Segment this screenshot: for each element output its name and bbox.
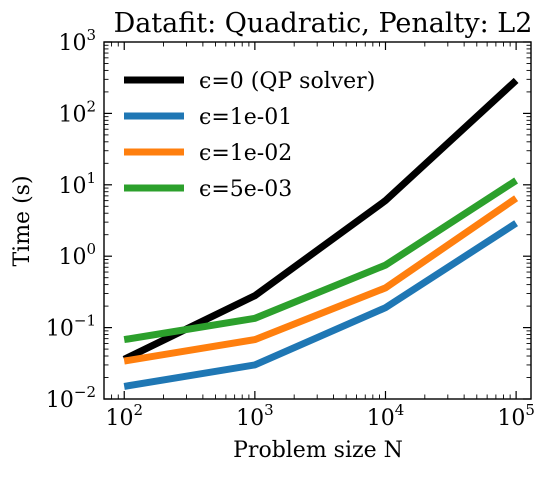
- chart-title: Datafit: Quadratic, Penalty: L2: [114, 8, 533, 39]
- y-tick-labels: 10−2 10−1 100 101 102 103: [46, 26, 96, 413]
- y-tick-label: 100: [58, 240, 96, 270]
- legend: ϵ=0 (QP solver) ϵ=1e-01 ϵ=1e-02 ϵ=5e-03: [124, 69, 375, 202]
- x-tick-label: 104: [367, 401, 405, 431]
- x-tick-label: 105: [497, 401, 535, 431]
- y-tick-label: 102: [58, 97, 96, 127]
- x-tick-labels: 102 103 104 105: [105, 401, 534, 431]
- y-tick-label: 10−2: [46, 383, 96, 413]
- legend-label-4: ϵ=5e-03: [199, 177, 292, 202]
- legend-label-3: ϵ=1e-02: [199, 141, 292, 166]
- series-line-4: [123, 177, 519, 344]
- plot-area-frame: [103, 41, 532, 400]
- series-line-2: [123, 220, 519, 390]
- y-tick-label: 10−1: [46, 312, 96, 342]
- y-tick-label: 103: [58, 26, 96, 56]
- y-tick-label: 101: [58, 169, 96, 199]
- y-axis-label: Time (s): [10, 175, 35, 266]
- legend-label-2: ϵ=1e-01: [199, 105, 292, 130]
- major-ticks: [104, 41, 531, 400]
- series-layer: [122, 77, 519, 390]
- minor-ticks: [103, 42, 531, 399]
- x-tick-label: 103: [236, 401, 274, 431]
- legend-label-1: ϵ=0 (QP solver): [199, 69, 375, 94]
- x-axis-label: Problem size N: [233, 438, 403, 463]
- x-tick-label: 102: [105, 401, 143, 431]
- series-line-3: [123, 195, 519, 365]
